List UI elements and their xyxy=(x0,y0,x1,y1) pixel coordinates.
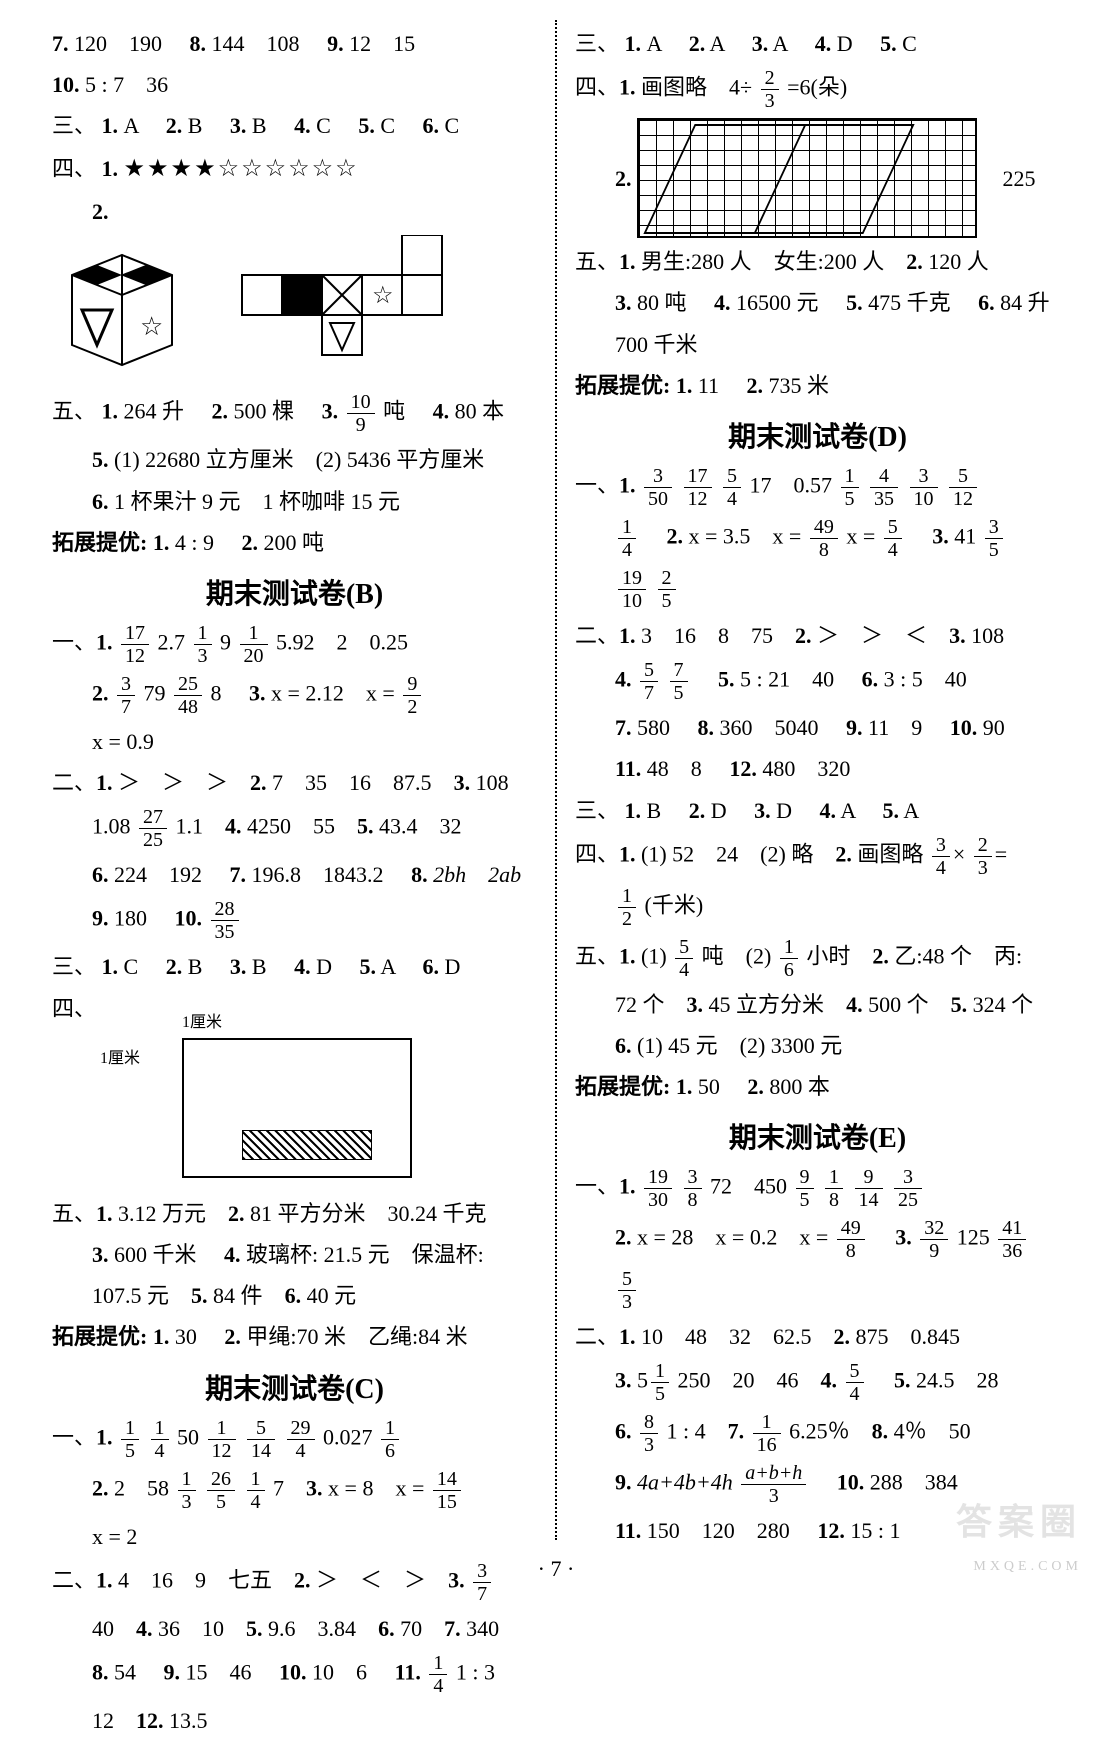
row: 2. 37 79 2548 8 3. x = 2.12 x = 92 xyxy=(92,673,537,718)
row: 12 (千米) xyxy=(615,885,1060,930)
row: 1.08 2725 1.1 4. 4250 55 5. 43.4 32 xyxy=(92,806,537,851)
row: 四、 1. ★★★★☆☆☆☆☆☆ xyxy=(52,150,537,188)
row: 五、1. 3.12 万元 2. 81 平方分米 30.24 千克 xyxy=(52,1196,537,1231)
row: 9. 180 10. 2835 xyxy=(92,898,537,943)
row: 三、 1. B 2. D 3. D 4. A 5. A xyxy=(575,793,1060,828)
row: 7. 580 8. 360 5040 9. 11 9 10. 90 xyxy=(615,710,1060,745)
svg-text:☆: ☆ xyxy=(140,312,163,341)
row: 2. 225 xyxy=(575,118,1060,238)
row: 40 4. 36 10 5. 9.6 3.84 6. 70 7. 340 xyxy=(92,1611,537,1646)
row: 拓展提优: 1. 30 2. 甲绳:70 米 乙绳:84 米 xyxy=(52,1319,537,1354)
row: 53 xyxy=(615,1268,1060,1313)
row: 6. 83 1 : 4 7. 116 6.25％ 8. 4％ 50 xyxy=(615,1411,1060,1456)
text: 12 15 xyxy=(349,31,415,56)
row: 6. 1 杯果汁 9 元 1 杯咖啡 15 元 xyxy=(92,484,537,519)
row: 8. 54 9. 15 46 10. 10 6 11. 14 1 : 3 xyxy=(92,1652,537,1697)
section-title: 期末测试卷(E) xyxy=(575,1116,1060,1156)
fraction: 109 xyxy=(347,391,375,436)
row: 10. 5 : 7 36 xyxy=(52,67,537,102)
row: 12 12. 13.5 xyxy=(92,1703,537,1738)
row: 一、1. 350 1712 54 17 0.57 15 435 310 512 xyxy=(575,465,1060,510)
row: 14 2. x = 3.5 x = 498 x = 54 3. 41 35 xyxy=(615,516,1060,561)
num-label: 9. xyxy=(327,31,344,56)
row: 4. 57 75 5. 5 : 21 40 6. 3 : 5 40 xyxy=(615,659,1060,704)
row: 五、1. (1) 54 吨 (2) 16 小时 2. 乙:48 个 丙: xyxy=(575,936,1060,981)
row: 6. 224 192 7. 196.8 1843.2 8. 2bh 2ab xyxy=(92,857,537,892)
row: 五、 1. 264 升 2. 500 棵 3. 109 吨 4. 80 本 xyxy=(52,391,537,436)
row: 一、1. 1930 38 72 450 95 18 914 325 xyxy=(575,1166,1060,1211)
row: 三、 1. C 2. B 3. B 4. D 5. A 6. D xyxy=(52,949,537,984)
section-label: 四、 xyxy=(52,156,96,181)
section-label: 五、 xyxy=(52,399,96,424)
row: 三、 1. A 2. A 3. A 4. D 5. C xyxy=(575,26,1060,61)
right-column: 三、 1. A 2. A 3. A 4. D 5. C 四、1. 画图略 4÷ … xyxy=(563,20,1072,1540)
dot-grid-figure: 1厘米 1厘米 xyxy=(102,1030,422,1190)
row: 三、 1. A 2. B 3. B 4. C 5. C 6. C xyxy=(52,108,537,143)
row: 11. 48 8 12. 480 320 xyxy=(615,751,1060,786)
section-title: 期末测试卷(C) xyxy=(52,1367,537,1407)
row: 2. xyxy=(52,194,537,229)
watermark-label: 答案圈 xyxy=(956,1493,1082,1545)
row: 四、1. (1) 52 24 (2) 略 2. 画图略 34× 23= xyxy=(575,834,1060,879)
net-figure: ☆ xyxy=(232,235,462,385)
section-label: 三、 xyxy=(52,113,96,138)
column-divider xyxy=(555,20,557,1540)
row: 3. 515 250 20 46 4. 54 5. 24.5 28 xyxy=(615,1360,1060,1405)
section-title: 期末测试卷(B) xyxy=(52,572,537,612)
row: 拓展提优: 1. 4 : 9 2. 200 吨 xyxy=(52,525,537,560)
row: 2. x = 28 x = 0.2 x = 498 3. 329 125 413… xyxy=(615,1217,1060,1262)
text: 5 : 7 36 xyxy=(85,72,168,97)
row: 二、1. ＞ ＞ ＞ 2. 7 35 16 87.5 3. 108 xyxy=(52,765,537,800)
row: 二、1. 3 16 8 75 2. ＞ ＞ ＜ 3. 108 xyxy=(575,618,1060,653)
stars-icon: ★★★★☆☆☆☆☆☆ xyxy=(124,156,359,182)
row: 72 个 3. 45 立方分米 4. 500 个 5. 324 个 xyxy=(615,987,1060,1022)
row: 一、1. 15 14 50 112 514 294 0.027 16 xyxy=(52,1417,537,1462)
row: 五、1. 男生:280 人 女生:200 人 2. 120 人 xyxy=(575,244,1060,279)
row: 6. (1) 45 元 (2) 3300 元 xyxy=(615,1028,1060,1063)
cube-figure: ☆ xyxy=(52,235,202,385)
num-label: 10. xyxy=(52,72,80,97)
row: 1910 25 xyxy=(615,567,1060,612)
row: 2. 2 58 13 265 14 7 3. x = 8 x = 1415 xyxy=(92,1468,537,1513)
row: 5. (1) 22680 立方厘米 (2) 5436 平方厘米 xyxy=(92,442,537,477)
row: 二、1. 10 48 32 62.5 2. 875 0.845 xyxy=(575,1319,1060,1354)
grid-figure xyxy=(637,118,977,238)
row: 拓展提优: 1. 50 2. 800 本 xyxy=(575,1069,1060,1104)
svg-text:☆: ☆ xyxy=(372,283,394,309)
text: 120 190 xyxy=(74,31,162,56)
row: 拓展提优: 1. 11 2. 735 米 xyxy=(575,368,1060,403)
row: 3. 600 千米 4. 玻璃杯: 21.5 元 保温杯: xyxy=(92,1237,537,1272)
figure-row: ☆ ☆ xyxy=(52,235,537,385)
row: 107.5 元 5. 84 件 6. 40 元 xyxy=(92,1278,537,1313)
row: 7. 120 190 8. 144 108 9. 12 15 xyxy=(52,26,537,61)
section-label: 四、 xyxy=(52,996,96,1021)
page-number: · 7 · xyxy=(0,1556,1112,1582)
watermark-url: MXQE.COM xyxy=(973,1559,1082,1575)
num-label: 7. xyxy=(52,31,69,56)
left-column: 7. 120 190 8. 144 108 9. 12 15 10. 5 : 7… xyxy=(40,20,549,1540)
row: 3. 80 吨 4. 16500 元 5. 475 千克 6. 84 升 xyxy=(615,285,1060,320)
row: 四、1. 画图略 4÷ 23 =6(朵) xyxy=(575,67,1060,112)
num-label: 8. xyxy=(190,31,207,56)
section-title: 期末测试卷(D) xyxy=(575,415,1060,455)
text: 144 108 xyxy=(212,31,300,56)
page: 7. 120 190 8. 144 108 9. 12 15 10. 5 : 7… xyxy=(40,20,1072,1540)
row: 一、1. 1712 2.7 13 9 120 5.92 2 0.25 xyxy=(52,622,537,667)
